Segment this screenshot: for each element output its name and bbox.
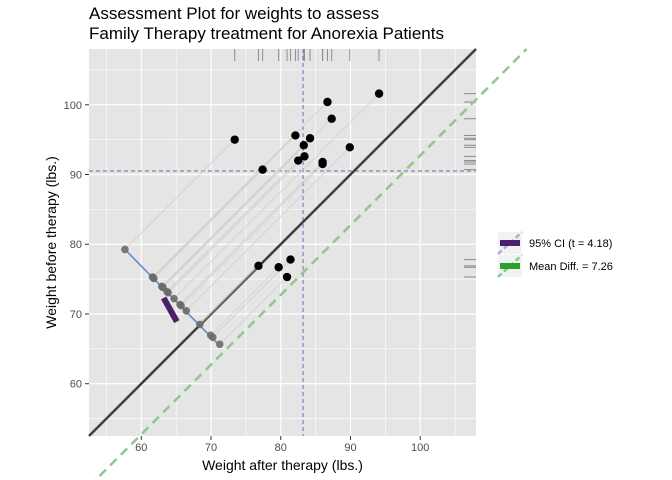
x-tick-label: 100 <box>411 442 429 454</box>
connector-line <box>173 93 380 299</box>
reference-lines <box>88 48 528 480</box>
connector-line <box>161 144 305 288</box>
rug-marks <box>234 49 476 278</box>
projected-point <box>182 307 191 315</box>
x-axis-ticks: 60 70 80 90 100 <box>135 436 429 454</box>
data-point <box>254 261 263 271</box>
ci-segment <box>160 296 180 324</box>
identity-line <box>88 48 477 437</box>
data-point <box>286 255 295 264</box>
y-tick-label: 70 <box>70 309 82 321</box>
data-point <box>323 97 332 107</box>
connector-line <box>161 137 311 287</box>
connector-line <box>210 266 279 336</box>
connector-lines <box>124 93 380 345</box>
x-tick-label: 80 <box>275 442 287 454</box>
y-tick-label: 100 <box>64 100 82 112</box>
connector-line <box>199 265 259 325</box>
projected-point <box>121 245 129 254</box>
legend-label-mean: Mean Diff. = 7.26 <box>529 261 613 273</box>
connector-line <box>180 163 323 306</box>
data-point <box>305 134 315 143</box>
data-point <box>345 143 354 152</box>
connector-line <box>153 169 263 279</box>
connector-line <box>179 161 323 305</box>
data-points <box>230 89 384 282</box>
data-point <box>327 114 336 123</box>
projected-point <box>159 283 167 292</box>
connector-line <box>124 139 236 250</box>
connector-line <box>219 276 288 345</box>
chart-title: Assessment Plot for weights to assess Fa… <box>89 4 444 44</box>
x-tick-label: 70 <box>205 442 217 454</box>
x-axis-title: Weight after therapy (lbs.) <box>202 457 363 473</box>
projection-layer <box>121 245 224 349</box>
data-point <box>282 272 292 282</box>
y-tick-label: 60 <box>70 379 82 391</box>
x-tick-label: 60 <box>135 442 147 454</box>
data-point <box>230 135 239 144</box>
y-axis-title: Weight before therapy (lbs.) <box>43 156 59 329</box>
connector-line <box>152 101 328 278</box>
data-point <box>293 156 303 165</box>
data-point <box>374 89 384 98</box>
y-axis-ticks: 60 70 80 90 100 <box>64 100 89 391</box>
mean-difference-line <box>93 48 528 480</box>
data-point <box>258 165 267 174</box>
connector-line <box>152 135 296 278</box>
y-tick-label: 90 <box>70 170 82 182</box>
connector-line <box>185 147 351 312</box>
data-point <box>318 157 327 167</box>
legend-label-ci: 95% CI (t = 4.18) <box>529 238 612 250</box>
projected-point <box>170 294 178 303</box>
grid-major <box>89 49 476 436</box>
data-point <box>291 131 300 140</box>
chart-title-line-2: Family Therapy treatment for Anorexia Pa… <box>89 24 444 43</box>
connector-line <box>167 156 305 293</box>
data-point <box>300 152 309 161</box>
data-point <box>299 141 308 150</box>
legend: 95% CI (t = 4.18) Mean Diff. = 7.26 <box>497 231 613 278</box>
projected-point <box>208 333 217 342</box>
projected-point <box>148 273 157 281</box>
data-point <box>274 263 283 272</box>
projected-point <box>215 340 224 349</box>
projected-point <box>176 300 184 309</box>
y-tick-label: 80 <box>70 239 82 251</box>
chart-title-line-1: Assessment Plot for weights to assess <box>89 4 380 23</box>
connector-line <box>212 259 291 338</box>
projected-point <box>196 320 204 329</box>
x-tick-label: 90 <box>344 442 356 454</box>
connector-line <box>166 160 299 292</box>
